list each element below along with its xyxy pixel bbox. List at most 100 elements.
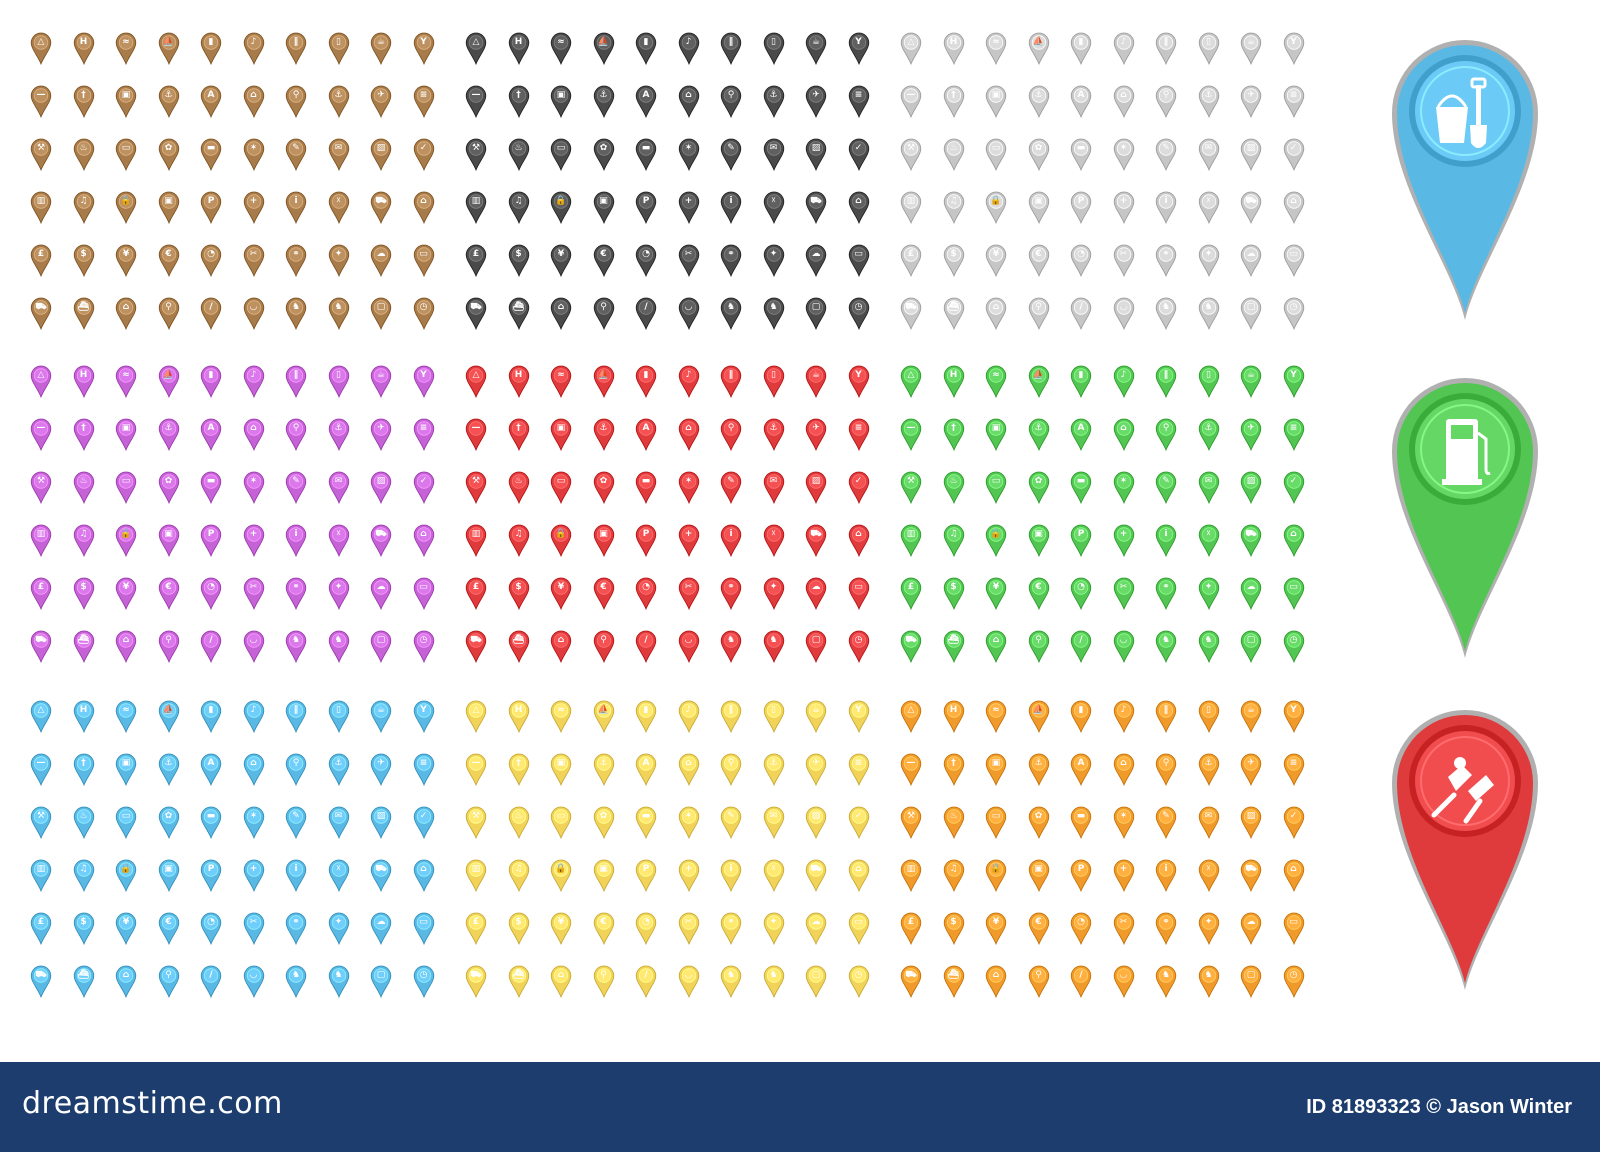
map-pin-icon: — [30, 85, 52, 118]
map-pin-icon: ▬ [1070, 471, 1092, 504]
map-pin-icon: € [593, 912, 615, 945]
map-pin-icon: ⚭ [1155, 577, 1177, 610]
map-pin-icon: ▨ [1240, 471, 1262, 504]
map-pin-icon: ☓ [763, 859, 785, 892]
map-pin-icon: ✂ [1113, 912, 1135, 945]
map-pin-icon: 🔒 [115, 524, 137, 557]
map-pin-icon: Y [1283, 365, 1305, 398]
map-pin-icon: ⛟ [370, 191, 392, 224]
map-pin-icon: ♞ [763, 630, 785, 663]
map-pin-icon: ⚲ [1028, 965, 1050, 998]
map-pin-icon: ▬ [200, 806, 222, 839]
map-pin-icon: ◔ [200, 244, 222, 277]
map-pin-icon: ▭ [413, 244, 435, 277]
map-pin-icon: i [1155, 524, 1177, 557]
map-pin-icon: ▣ [550, 418, 572, 451]
map-pin-icon: ☁ [370, 912, 392, 945]
map-pin-icon: ▮ [635, 365, 657, 398]
map-pin-icon: ♞ [1198, 965, 1220, 998]
map-pin-icon: ▬ [200, 138, 222, 171]
map-pin-icon: ⚲ [285, 753, 307, 786]
map-pin-icon: ⚓ [593, 85, 615, 118]
map-pin-icon: ∥ [285, 700, 307, 733]
map-pin-icon: ♪ [678, 365, 700, 398]
map-pin-icon: ≡ [1283, 753, 1305, 786]
map-pin-icon: ◡ [678, 965, 700, 998]
map-pin-icon: ✉ [328, 471, 350, 504]
map-pin-icon: ≈ [985, 32, 1007, 65]
map-pin-icon: ▥ [900, 191, 922, 224]
map-pin-icon: ▣ [550, 85, 572, 118]
map-pin-icon: ✎ [720, 138, 742, 171]
map-pin-icon: Y [848, 365, 870, 398]
map-pin-icon: 🔒 [115, 191, 137, 224]
map-pin-icon: ≈ [115, 700, 137, 733]
map-pin-icon: + [1113, 524, 1135, 557]
map-pin-icon: ▭ [1283, 577, 1305, 610]
map-pin-icon: ▥ [465, 191, 487, 224]
pin-grid-yellow: △ H ≈ ⛵ ▮ ♪ ∥ ▯ ☕ Y — † ▣ ⚓ A ⌂ ⚲ ⚓ ✈ ≡ ⚒ ♨ ▭ ✿ ▬ ✶ ✎ ✉ ▨ ✓ ▥ ♫ 🔒 ▣ P + i ☓ ⛟ ⌂… [465, 700, 885, 1020]
map-pin-icon: ▣ [115, 85, 137, 118]
map-pin-icon: ⚲ [1028, 297, 1050, 330]
map-pin-icon: ♞ [720, 297, 742, 330]
map-pin-icon: ¥ [985, 244, 1007, 277]
map-pin-icon: ◡ [1113, 630, 1135, 663]
map-pin-icon: ⚓ [593, 753, 615, 786]
map-pin-icon: ▨ [370, 471, 392, 504]
map-pin-icon: Y [848, 32, 870, 65]
map-pin-icon: ◷ [1283, 965, 1305, 998]
map-pin-icon: / [1070, 630, 1092, 663]
map-pin-icon: ☁ [1240, 912, 1262, 945]
map-pin-icon: ⚓ [158, 85, 180, 118]
map-pin-icon: ☓ [328, 859, 350, 892]
map-pin-icon: ⚓ [328, 753, 350, 786]
map-pin-icon: ▮ [635, 32, 657, 65]
map-pin-icon: ♫ [943, 859, 965, 892]
map-pin-icon: i [285, 524, 307, 557]
map-pin-icon: — [465, 753, 487, 786]
map-pin-icon: ✎ [720, 471, 742, 504]
map-pin-icon: Y [1283, 700, 1305, 733]
map-pin-icon: ◡ [678, 630, 700, 663]
map-pin-icon: ♪ [1113, 700, 1135, 733]
map-pin-icon: ▭ [550, 471, 572, 504]
map-pin-icon: ▭ [115, 138, 137, 171]
map-pin-icon: ☓ [328, 191, 350, 224]
map-pin-icon: ✿ [1028, 138, 1050, 171]
map-pin-icon: ♫ [73, 191, 95, 224]
map-pin-icon: † [508, 753, 530, 786]
map-pin-icon: ⌂ [115, 630, 137, 663]
map-pin-icon: ⛴ [508, 297, 530, 330]
map-pin-icon: ⛵ [593, 365, 615, 398]
map-pin-icon: ⛟ [900, 297, 922, 330]
map-pin-icon: P [1070, 191, 1092, 224]
map-pin-icon: ∥ [720, 32, 742, 65]
map-pin-icon: £ [30, 244, 52, 277]
map-pin-icon: ✂ [1113, 244, 1135, 277]
map-pin-icon: ✂ [243, 244, 265, 277]
map-pin-icon: ◡ [1113, 297, 1135, 330]
map-pin-icon: i [285, 191, 307, 224]
map-pin-icon: A [1070, 418, 1092, 451]
map-pin-icon: ▨ [1240, 806, 1262, 839]
map-pin-icon: $ [73, 244, 95, 277]
map-pin-icon: ∥ [285, 32, 307, 65]
map-pin-icon: A [200, 85, 222, 118]
map-pin-icon: ▮ [200, 32, 222, 65]
map-pin-icon: Y [413, 700, 435, 733]
map-pin-icon: H [943, 32, 965, 65]
map-pin-icon: † [73, 418, 95, 451]
map-pin-icon: ≈ [550, 365, 572, 398]
map-pin-icon: ▥ [30, 191, 52, 224]
pin-grid-purple: △ H ≈ ⛵ ▮ ♪ ∥ ▯ ☕ Y — † ▣ ⚓ A ⌂ ⚲ ⚓ ✈ ≡ ⚒ ♨ ▭ ✿ ▬ ✶ ✎ ✉ ▨ ✓ ▥ ♫ 🔒 ▣ P + i ☓ ⛟ ⌂… [30, 365, 450, 685]
map-pin-icon: ✿ [1028, 806, 1050, 839]
map-pin-icon: 🔒 [550, 859, 572, 892]
bucket-spade-icon [1436, 77, 1487, 148]
map-pin-icon: ⚲ [593, 297, 615, 330]
map-pin-icon: ✓ [848, 806, 870, 839]
map-pin-icon: — [30, 753, 52, 786]
map-pin-icon: ▬ [635, 471, 657, 504]
map-pin-icon: + [243, 859, 265, 892]
map-pin-icon: ⌂ [848, 859, 870, 892]
map-pin-icon: ⛟ [30, 965, 52, 998]
